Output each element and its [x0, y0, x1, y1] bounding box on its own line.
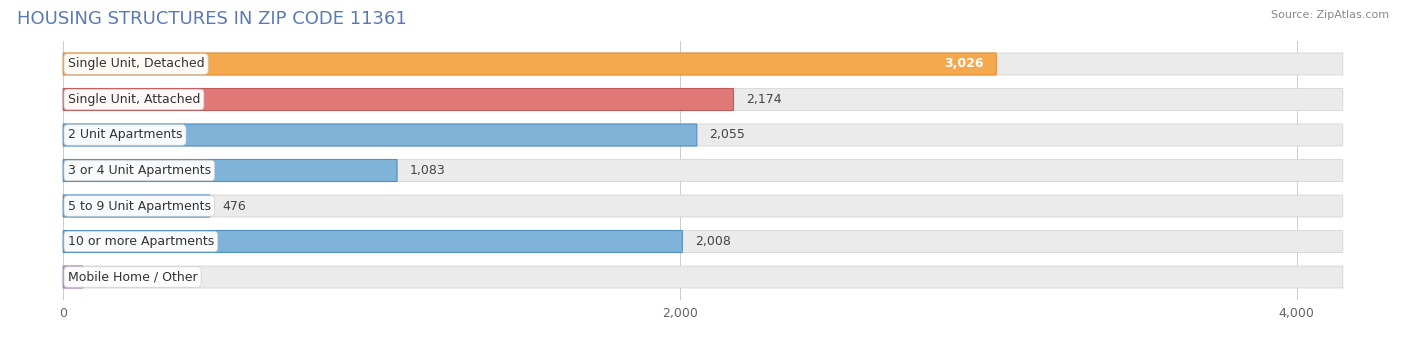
FancyBboxPatch shape — [63, 53, 997, 75]
Text: HOUSING STRUCTURES IN ZIP CODE 11361: HOUSING STRUCTURES IN ZIP CODE 11361 — [17, 10, 406, 28]
FancyBboxPatch shape — [63, 231, 1343, 252]
FancyBboxPatch shape — [63, 160, 396, 181]
FancyBboxPatch shape — [63, 266, 83, 288]
Text: 2,055: 2,055 — [709, 129, 745, 142]
FancyBboxPatch shape — [63, 89, 1343, 110]
FancyBboxPatch shape — [63, 53, 1343, 75]
Text: 2 Unit Apartments: 2 Unit Apartments — [67, 129, 183, 142]
FancyBboxPatch shape — [63, 195, 1343, 217]
Text: 10 or more Apartments: 10 or more Apartments — [67, 235, 214, 248]
Text: 476: 476 — [222, 199, 246, 212]
Text: 64: 64 — [96, 270, 111, 283]
FancyBboxPatch shape — [63, 89, 734, 110]
Text: 1,083: 1,083 — [409, 164, 446, 177]
Text: Single Unit, Detached: Single Unit, Detached — [67, 58, 204, 71]
Text: 5 to 9 Unit Apartments: 5 to 9 Unit Apartments — [67, 199, 211, 212]
Text: 3,026: 3,026 — [945, 58, 984, 71]
Text: 2,174: 2,174 — [745, 93, 782, 106]
FancyBboxPatch shape — [63, 124, 1343, 146]
FancyBboxPatch shape — [63, 266, 1343, 288]
Text: Single Unit, Attached: Single Unit, Attached — [67, 93, 200, 106]
Text: 2,008: 2,008 — [695, 235, 731, 248]
FancyBboxPatch shape — [63, 231, 682, 252]
Text: Mobile Home / Other: Mobile Home / Other — [67, 270, 197, 283]
Text: Source: ZipAtlas.com: Source: ZipAtlas.com — [1271, 10, 1389, 20]
Text: 3 or 4 Unit Apartments: 3 or 4 Unit Apartments — [67, 164, 211, 177]
FancyBboxPatch shape — [63, 124, 697, 146]
FancyBboxPatch shape — [63, 195, 209, 217]
FancyBboxPatch shape — [63, 160, 1343, 181]
